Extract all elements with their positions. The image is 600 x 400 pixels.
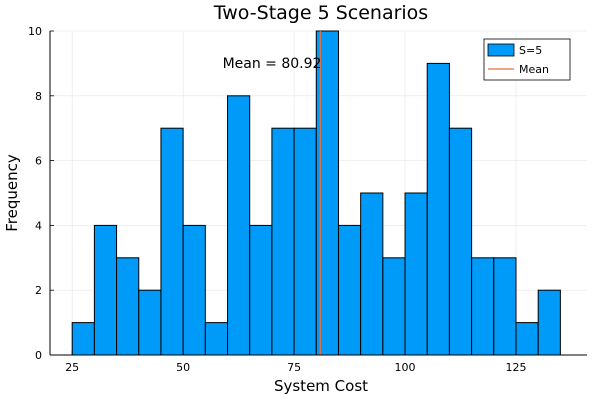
histogram-bar bbox=[315, 30, 339, 356]
histogram-bar bbox=[404, 192, 428, 356]
histogram-bar bbox=[293, 127, 317, 356]
y-tick-labels: 0 2 4 6 8 10 bbox=[28, 25, 42, 362]
histogram-bar bbox=[515, 322, 539, 356]
y-tick-label: 2 bbox=[35, 284, 42, 297]
histogram-bar bbox=[204, 322, 229, 356]
x-tick-label: 50 bbox=[176, 361, 190, 374]
histogram-bar bbox=[249, 224, 273, 356]
y-tick-label: 10 bbox=[28, 25, 42, 38]
histogram-bar bbox=[382, 257, 406, 356]
x-tick-labels: 25 50 75 100 125 bbox=[65, 361, 526, 374]
histogram-bar bbox=[138, 289, 162, 356]
legend-label-mean: Mean bbox=[519, 63, 549, 76]
legend-swatch-s5 bbox=[487, 43, 515, 57]
legend-label-s5: S=5 bbox=[519, 44, 542, 57]
x-tick-label: 25 bbox=[65, 361, 79, 374]
histogram-bar bbox=[426, 62, 450, 356]
y-tick-label: 8 bbox=[35, 90, 42, 103]
x-tick-label: 75 bbox=[287, 361, 301, 374]
y-tick-label: 6 bbox=[35, 155, 42, 168]
histogram-bar bbox=[337, 224, 362, 356]
mean-annotation: Mean = 80.92 bbox=[223, 56, 322, 72]
histogram-bar bbox=[116, 257, 140, 356]
histogram-bar bbox=[493, 257, 517, 356]
axes bbox=[49, 30, 587, 356]
histogram-bar bbox=[471, 257, 495, 356]
histogram-bar bbox=[182, 224, 206, 356]
histogram-bar bbox=[160, 127, 184, 356]
x-axis-label: System Cost bbox=[274, 377, 368, 395]
x-tick-label: 100 bbox=[395, 361, 416, 374]
y-tick-label: 4 bbox=[35, 219, 42, 232]
histogram-bar bbox=[71, 322, 95, 356]
y-tick-label: 0 bbox=[35, 349, 42, 362]
histogram-bar bbox=[360, 192, 384, 356]
y-axis-label: Frequency bbox=[3, 154, 21, 232]
histogram-bar bbox=[537, 289, 561, 356]
legend: S=5 Mean bbox=[483, 38, 571, 81]
x-tick-label: 125 bbox=[505, 361, 526, 374]
histogram-bar bbox=[93, 224, 118, 356]
chart-title: Two-Stage 5 Scenarios bbox=[213, 2, 428, 24]
histogram-bar bbox=[271, 127, 295, 356]
histogram-bar bbox=[227, 95, 251, 356]
histogram-bar bbox=[448, 127, 473, 356]
